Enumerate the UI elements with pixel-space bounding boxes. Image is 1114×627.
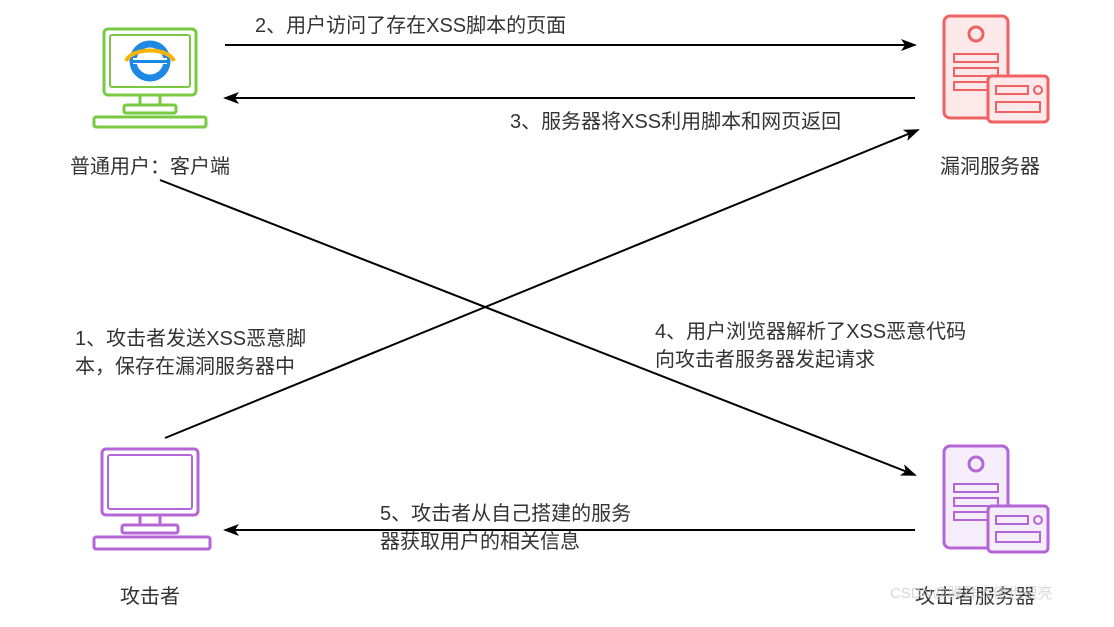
edge-label-1: 1、攻击者发送XSS恶意脚 本，保存在漏洞服务器中 [75, 325, 306, 381]
diagram-canvas: 普通用户：客户端 漏洞服务器 攻击者 [0, 0, 1114, 627]
edge-label-5: 5、攻击者从自己搭建的服务 器获取用户的相关信息 [380, 500, 631, 556]
arrow-e1 [165, 130, 918, 438]
edge-label-4: 4、用户浏览器解析了XSS恶意代码 向攻击者服务器发起请求 [655, 318, 966, 374]
server-node [930, 10, 1060, 130]
attacker-server-node [930, 440, 1060, 560]
edge-label-2: 2、用户访问了存在XSS脚本的页面 [255, 12, 566, 40]
client-label: 普通用户：客户端 [70, 150, 230, 179]
watermark: CSDN@膜拜大佬也很亮 [890, 582, 1053, 603]
attacker-label: 攻击者 [120, 580, 180, 609]
client-node [90, 25, 210, 130]
attacker-node [90, 445, 215, 555]
server-label: 漏洞服务器 [940, 150, 1040, 179]
edge-label-3: 3、服务器将XSS利用脚本和网页返回 [510, 108, 841, 136]
